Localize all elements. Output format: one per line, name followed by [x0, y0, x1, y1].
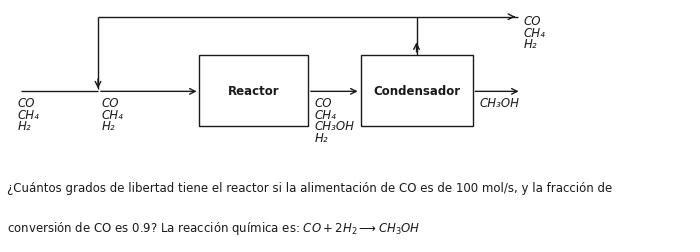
Text: CH₄: CH₄ [102, 108, 123, 121]
Text: CH₃OH: CH₃OH [315, 120, 355, 133]
Text: H₂: H₂ [102, 120, 115, 133]
Text: CH₃OH: CH₃OH [480, 97, 519, 110]
Text: Condensador: Condensador [373, 84, 460, 97]
Text: CO: CO [315, 97, 332, 110]
Text: CH₄: CH₄ [315, 108, 337, 121]
Text: CH₄: CH₄ [18, 108, 39, 121]
Text: conversión de CO es 0.9? La reacción química es: $CO + 2H_2 \longrightarrow CH_3: conversión de CO es 0.9? La reacción quí… [7, 219, 421, 236]
Text: H₂: H₂ [18, 120, 31, 133]
Bar [360, 55, 472, 126]
Bar [199, 55, 308, 126]
Text: CH₄: CH₄ [524, 26, 545, 39]
Text: H₂: H₂ [315, 131, 328, 144]
Text: CO: CO [102, 97, 119, 110]
Text: ¿Cuántos grados de libertad tiene el reactor si la alimentación de CO es de 100 : ¿Cuántos grados de libertad tiene el rea… [7, 181, 612, 194]
Text: H₂: H₂ [524, 38, 537, 51]
Text: CO: CO [18, 97, 35, 110]
Text: CO: CO [524, 15, 541, 28]
Text: Reactor: Reactor [228, 84, 279, 97]
